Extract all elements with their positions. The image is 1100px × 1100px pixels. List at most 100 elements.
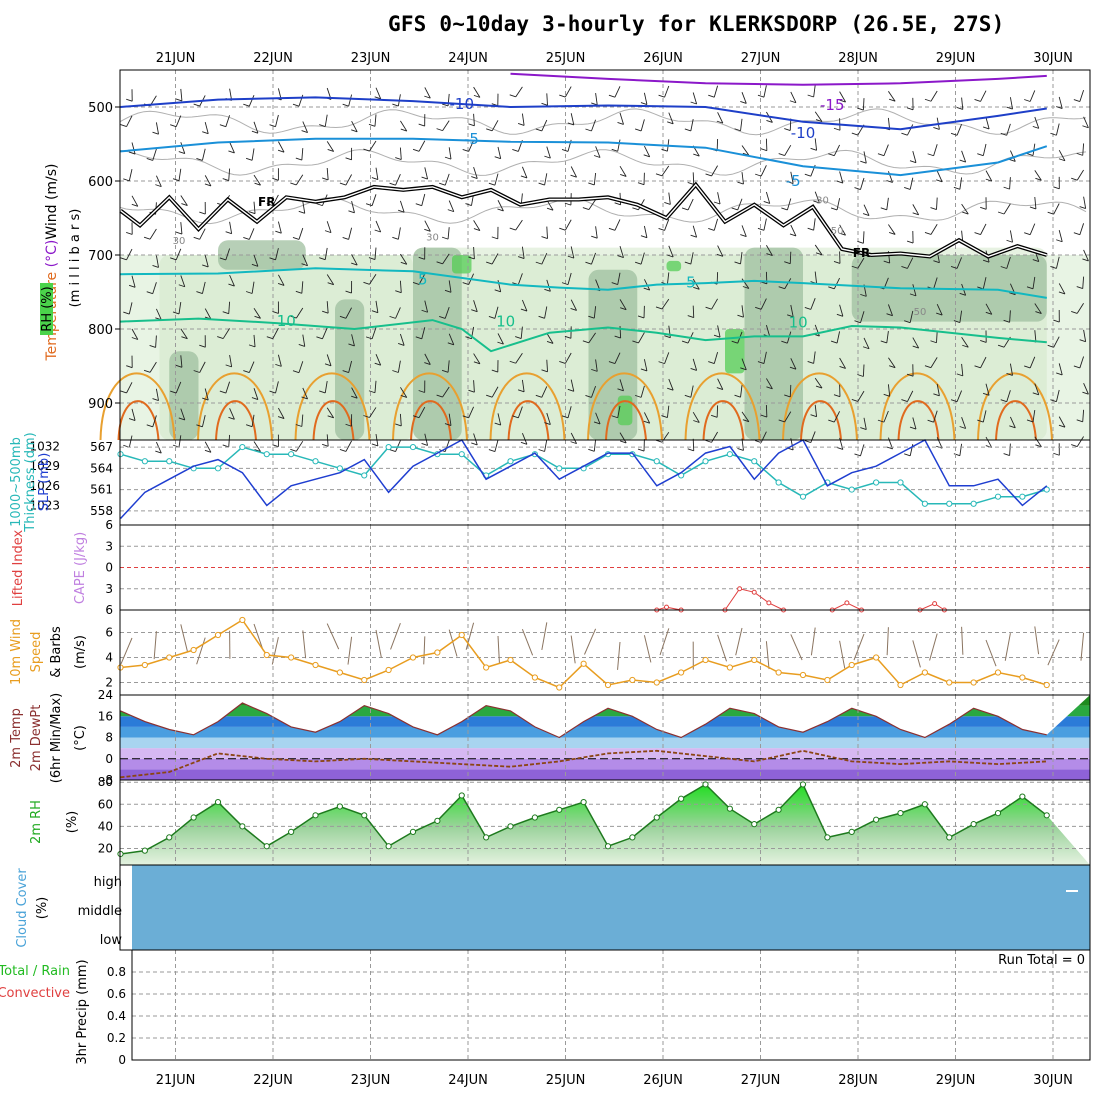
- wind-barb-flag: [1056, 106, 1063, 109]
- wind-barb-flag: [363, 415, 370, 418]
- wind-speed-point: [556, 684, 563, 691]
- wind-barb-flag: [120, 124, 127, 127]
- wind-barb-flag: [1053, 186, 1060, 190]
- wind-barb-flag: [901, 132, 908, 136]
- date-label-top: 25JUN: [546, 51, 586, 66]
- wind-barb: [614, 219, 621, 231]
- wind-barb: [1083, 382, 1089, 395]
- wind-barb-flag: [468, 123, 475, 127]
- wind-barb: [619, 112, 624, 125]
- wind-barb-flag: [766, 119, 773, 123]
- wind-barb-flag: [634, 128, 642, 132]
- wind-barb-flag: [637, 315, 645, 319]
- ylabel-part: (°C): [44, 240, 60, 272]
- wind-barb-flag: [254, 315, 261, 319]
- wind-barb-flag: [661, 148, 668, 152]
- wind-barb: [275, 114, 279, 127]
- wind-barb: [863, 151, 867, 164]
- surface-wind-barb: [643, 635, 652, 663]
- wind-barb-flag: [643, 287, 650, 291]
- wind-barb-flag: [1058, 291, 1066, 295]
- ylabel-part: Wind: [44, 205, 60, 240]
- isotherm-15: [684, 372, 761, 441]
- thickness-point: [166, 458, 173, 465]
- wind-barb: [813, 218, 816, 231]
- wind-barb-flag: [546, 207, 554, 211]
- wind-barb-flag: [374, 229, 381, 233]
- wind-barb: [668, 245, 674, 258]
- wind-barb: [155, 335, 157, 348]
- rh-point: [1043, 812, 1050, 819]
- wind-barb-flag: [1003, 319, 1010, 323]
- wind-barb: [982, 143, 987, 156]
- wind-barb: [765, 325, 771, 337]
- thickness-point: [239, 443, 246, 451]
- wind-barb-flag: [851, 132, 858, 136]
- thickness-point: [799, 493, 807, 500]
- wind-barb: [1009, 97, 1013, 110]
- wind-barb-flag: [614, 335, 621, 339]
- wind-barb-flag: [1003, 453, 1010, 456]
- wind-barb: [251, 148, 255, 161]
- surface-wind-barb: [961, 626, 964, 655]
- thickness-point: [946, 500, 953, 507]
- wind-barb-flag: [883, 393, 890, 397]
- wind-barb-flag: [193, 370, 200, 373]
- isotherm-20: [800, 400, 842, 441]
- wind-barb: [544, 306, 548, 319]
- wind-barb-flag: [290, 448, 297, 452]
- wind-barb: [936, 303, 943, 316]
- wind-speed-point: [702, 656, 709, 664]
- wind-barb: [225, 248, 231, 261]
- wind-barb: [253, 334, 256, 347]
- wind-barb-flag: [588, 182, 595, 186]
- wind-barb: [418, 273, 426, 285]
- rh-panel: 20 40 60 80: [98, 775, 1090, 865]
- wind-barb: [444, 306, 450, 319]
- wind-barb: [814, 271, 818, 284]
- wind-barb-flag: [977, 153, 984, 157]
- wind-barb-flag: [830, 207, 838, 211]
- wind-barb-flag: [395, 157, 402, 160]
- rh-point: [897, 810, 904, 817]
- wind-barb: [936, 383, 940, 396]
- wind-barb: [741, 411, 750, 422]
- precip-label-convective: Convective: [0, 986, 70, 1001]
- wind-speed-point: [507, 656, 514, 664]
- wind-barb-flag: [904, 453, 911, 457]
- wind-barb: [1006, 123, 1011, 136]
- wind-barb: [1009, 443, 1011, 456]
- wind-barb: [399, 333, 405, 346]
- wind-barb: [395, 174, 401, 186]
- wind-barb: [862, 231, 865, 244]
- temp-tick-label: 0: [105, 752, 113, 766]
- wind-barb: [760, 431, 767, 443]
- rh-point: [873, 816, 880, 823]
- date-label-bottom: 21JUN: [156, 1073, 196, 1088]
- surface-wind-barb: [465, 622, 475, 650]
- wind-barb-flag: [120, 257, 127, 261]
- wind-barb: [397, 360, 401, 373]
- lifted-index-point: [737, 586, 743, 592]
- wind-barb-flag: [251, 397, 259, 400]
- wind-barb: [1009, 416, 1016, 429]
- wind-barb-flag: [342, 236, 349, 240]
- rh-contours: [119, 108, 1087, 225]
- wind-barb: [152, 415, 157, 427]
- wind-barb-flag: [468, 256, 475, 260]
- wind-barb: [595, 226, 598, 239]
- wind-barb: [369, 407, 377, 418]
- wind-barb-flag: [494, 156, 501, 160]
- temp-band: [120, 758, 1090, 770]
- wind-barb: [930, 90, 938, 102]
- wind-barb-flag: [833, 261, 841, 264]
- wind-barb-flag: [222, 311, 229, 315]
- wind-barb-flag: [561, 415, 569, 419]
- wind-barb-flag: [804, 173, 811, 177]
- wind-barb: [253, 388, 259, 400]
- temperature-panel: -8 0 8 16 24: [98, 688, 1090, 787]
- wind-barb-flag: [149, 345, 156, 348]
- surface-wind-barb: [912, 640, 921, 668]
- wind-barb-flag: [617, 121, 624, 125]
- rh-point: [580, 798, 587, 806]
